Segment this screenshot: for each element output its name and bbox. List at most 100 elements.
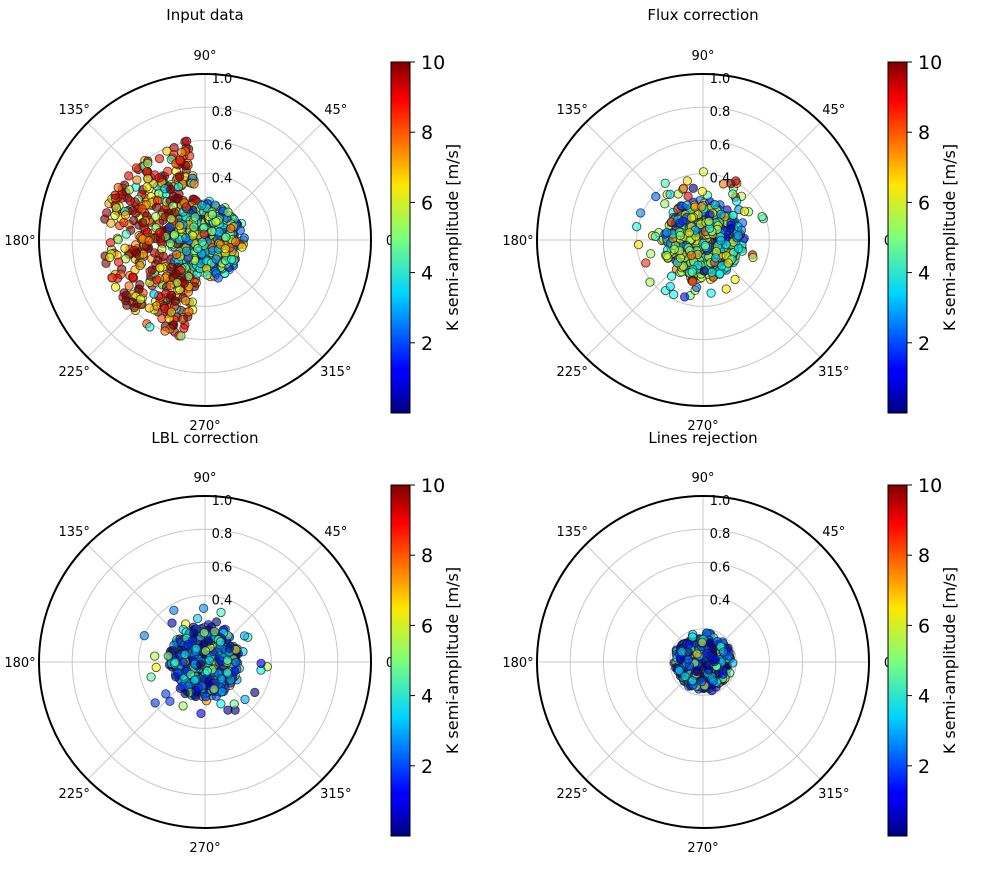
angular-tick-label: 45° bbox=[822, 103, 845, 118]
colorbar-tick-label: 10 bbox=[918, 52, 942, 74]
scatter-point bbox=[128, 272, 138, 282]
scatter-point bbox=[679, 183, 689, 193]
scatter-point bbox=[226, 254, 237, 265]
scatter-point bbox=[217, 687, 227, 697]
scatter-point bbox=[699, 266, 709, 276]
scatter-point bbox=[142, 182, 152, 192]
scatter-point bbox=[224, 643, 234, 654]
scatter-point bbox=[240, 694, 250, 705]
colorbar-tick-label: 10 bbox=[421, 52, 445, 74]
colorbar-gradient bbox=[887, 484, 908, 837]
polar-frame bbox=[536, 495, 870, 829]
colorbar-tick-label: 6 bbox=[421, 615, 433, 637]
scatter-point bbox=[679, 292, 690, 302]
scatter-point bbox=[718, 669, 728, 679]
angular-tick-label: 45° bbox=[324, 103, 347, 118]
scatter-point bbox=[191, 643, 201, 654]
colorbar-tick-label: 8 bbox=[918, 122, 930, 144]
scatter-point bbox=[154, 173, 165, 183]
scatter-point bbox=[683, 654, 694, 665]
scatter-point bbox=[675, 230, 685, 241]
colorbar-tick-label: 6 bbox=[421, 192, 433, 214]
scatter-point bbox=[660, 199, 670, 209]
scatter-point bbox=[692, 666, 703, 677]
angular-tick-label: 180° bbox=[4, 234, 35, 249]
colorbar-label: K semi-amplitude [m/s] bbox=[940, 144, 959, 331]
scatter-point bbox=[110, 190, 120, 200]
scatter-point bbox=[669, 289, 679, 300]
scatter-point bbox=[181, 233, 191, 243]
radial-tick-label: 0.8 bbox=[710, 527, 731, 542]
scatter-point bbox=[220, 244, 231, 254]
scatter-point bbox=[149, 289, 159, 299]
scatter-point bbox=[158, 251, 168, 262]
scatter-point bbox=[150, 698, 160, 708]
angular-tick-label: 90° bbox=[691, 471, 714, 486]
colorbar-tick-label: 4 bbox=[918, 263, 930, 285]
scatter-point bbox=[182, 136, 192, 146]
scatter-point bbox=[119, 217, 129, 228]
scatter-point bbox=[132, 175, 142, 185]
scatter-point bbox=[715, 269, 725, 279]
angular-tick-label: 180° bbox=[502, 656, 533, 671]
scatter-point bbox=[181, 246, 192, 256]
colorbar-tick-label: 2 bbox=[918, 756, 930, 778]
angular-tick-label: 315° bbox=[818, 365, 849, 380]
scatter-point bbox=[135, 280, 145, 290]
scatter-point bbox=[641, 258, 651, 268]
scatter-point bbox=[686, 250, 697, 260]
scatter-point bbox=[135, 260, 145, 271]
polar-frame bbox=[536, 73, 870, 407]
angular-tick-label: 0 bbox=[386, 656, 394, 671]
scatter-point bbox=[113, 182, 123, 193]
scatter-point bbox=[165, 696, 175, 706]
scatter-point bbox=[162, 146, 172, 156]
scatter-point bbox=[143, 174, 153, 184]
radial-tick-label: 0.8 bbox=[212, 527, 233, 542]
panel-title: Flux correction bbox=[647, 6, 758, 24]
scatter-point bbox=[195, 659, 206, 669]
radial-tick-label: 0.4 bbox=[212, 172, 233, 187]
scatter-series bbox=[632, 167, 769, 302]
scatter-point bbox=[160, 326, 170, 336]
panel-title: Lines rejection bbox=[648, 429, 757, 447]
radial-tick-label: 0.4 bbox=[710, 172, 731, 187]
scatter-point bbox=[183, 639, 193, 650]
scatter-point bbox=[650, 231, 661, 242]
colorbar: 2 4 6 8 10 K semi-amplitude [m/s] bbox=[887, 52, 959, 414]
scatter-point bbox=[174, 189, 184, 199]
colorbar-label: K semi-amplitude [m/s] bbox=[443, 567, 462, 754]
scatter-point bbox=[192, 613, 203, 624]
scatter-point bbox=[163, 651, 173, 661]
scatter-point bbox=[207, 209, 217, 220]
scatter-point bbox=[707, 685, 717, 696]
scatter-point bbox=[174, 221, 185, 231]
radial-tick-label: 0.6 bbox=[710, 560, 731, 575]
scatter-point bbox=[171, 249, 182, 260]
angular-tick-label: 270° bbox=[687, 841, 718, 856]
scatter-point bbox=[684, 639, 694, 650]
scatter-point bbox=[748, 252, 758, 263]
scatter-point bbox=[169, 320, 179, 330]
scatter-point bbox=[152, 275, 162, 285]
scatter-point bbox=[165, 280, 175, 291]
angular-tick-label: 90° bbox=[193, 49, 216, 64]
scatter-point bbox=[137, 204, 147, 214]
scatter-point bbox=[181, 202, 191, 212]
scatter-point bbox=[154, 153, 165, 164]
scatter-point bbox=[728, 210, 738, 221]
scatter-point bbox=[731, 176, 741, 186]
scatter-point bbox=[716, 209, 726, 219]
angular-tick-label: 135° bbox=[59, 525, 90, 540]
scatter-point bbox=[199, 628, 209, 638]
scatter-point bbox=[696, 677, 707, 687]
scatter-point bbox=[711, 253, 721, 263]
colorbar-label: K semi-amplitude [m/s] bbox=[940, 567, 959, 754]
scatter-point bbox=[215, 637, 226, 647]
scatter-series bbox=[139, 603, 272, 719]
colorbar-tick-label: 8 bbox=[918, 545, 930, 567]
polar-frame bbox=[38, 495, 372, 829]
scatter-point bbox=[665, 189, 675, 199]
scatter-point bbox=[700, 241, 710, 251]
